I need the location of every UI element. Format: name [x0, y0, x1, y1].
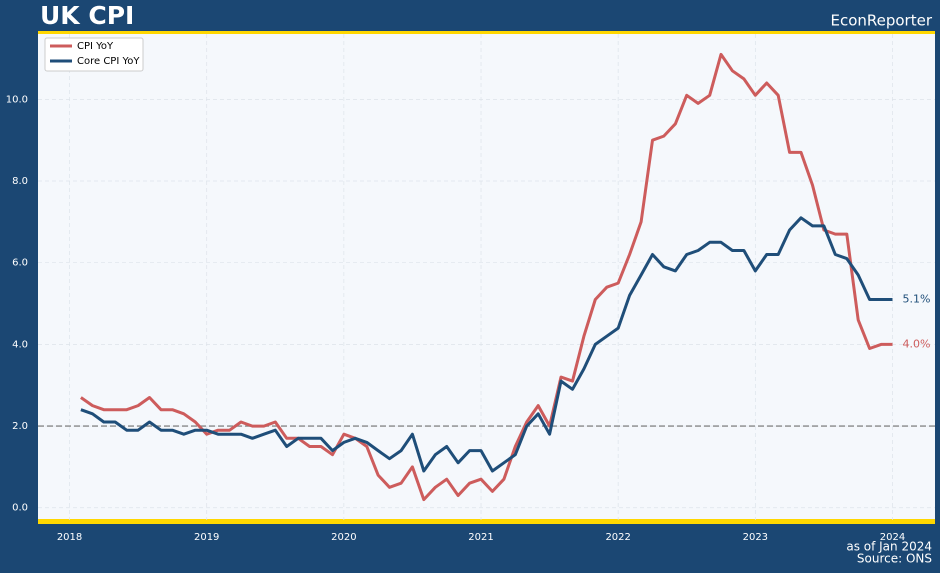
y-tick-label: 8.0 [12, 176, 28, 187]
y-tick-label: 2.0 [12, 421, 28, 432]
series-line [80, 216, 893, 473]
x-tick-label: 2021 [468, 532, 493, 543]
legend-label: Core CPI YoY [77, 56, 140, 67]
legend-label: CPI YoY [77, 41, 114, 52]
footnote: Source: ONS [857, 552, 932, 566]
series-line [80, 52, 893, 502]
x-tick-label: 2024 [880, 532, 905, 543]
x-tick-label: 2020 [331, 532, 356, 543]
x-tick-label: 2022 [605, 532, 630, 543]
top-rule [38, 31, 935, 34]
x-tick-label: 2019 [194, 532, 219, 543]
y-tick-label: 6.0 [12, 258, 28, 269]
bottom-rule [38, 519, 935, 524]
x-tick-label: 2023 [743, 532, 768, 543]
chart-title: UK CPI [40, 1, 134, 30]
end-label: 4.0% [902, 337, 930, 350]
watermark: EconReporter [830, 12, 932, 30]
x-tick-label: 2018 [57, 532, 82, 543]
end-label: 5.1% [902, 292, 930, 305]
y-tick-label: 0.0 [12, 503, 28, 514]
y-tick-label: 10.0 [6, 94, 28, 105]
plot-area [38, 34, 935, 520]
y-tick-label: 4.0 [12, 339, 28, 350]
footnote: as of Jan 2024 [846, 540, 932, 554]
